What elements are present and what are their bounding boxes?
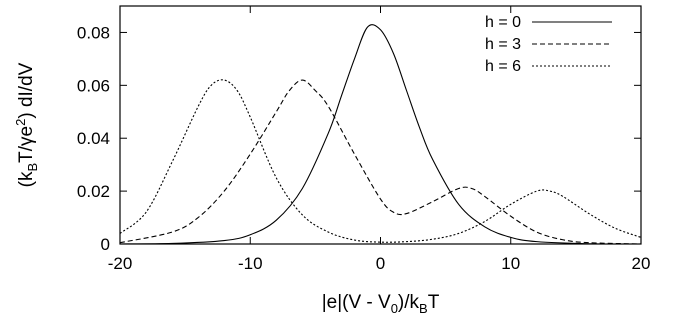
y-tick-label: 0.02 <box>77 182 110 201</box>
series-line-2 <box>119 79 642 245</box>
x-tick-label: 20 <box>632 254 651 273</box>
y-tick-label: 0.04 <box>77 129 110 148</box>
legend: h = 0 h = 3 h = 6 <box>485 14 612 75</box>
y-tick-label: 0.06 <box>77 76 110 95</box>
x-axis-ticks: -20 -10 0 10 20 <box>108 6 651 273</box>
x-tick-label: 10 <box>501 254 520 273</box>
series-line-3 <box>119 79 642 243</box>
legend-label: h = 0 <box>485 14 521 31</box>
plot-border <box>119 5 642 245</box>
y-tick-label: 0 <box>101 235 110 254</box>
legend-label: h = 3 <box>485 36 521 53</box>
x-tick-label: -20 <box>108 254 133 273</box>
x-axis-label: |e|(V - V0)/kBT <box>322 292 440 316</box>
series-lines <box>119 24 642 245</box>
series-line-1 <box>119 24 642 245</box>
y-axis-ticks: 0 0.02 0.04 0.06 0.08 <box>77 23 641 254</box>
y-tick-label: 0.08 <box>77 23 110 42</box>
x-tick-label: 0 <box>376 254 385 273</box>
legend-label: h = 6 <box>485 58 521 75</box>
x-tick-label: -10 <box>238 254 263 273</box>
y-axis-label: (kBT/γe2) dI/dV <box>13 62 40 187</box>
plot-frame <box>119 5 642 245</box>
